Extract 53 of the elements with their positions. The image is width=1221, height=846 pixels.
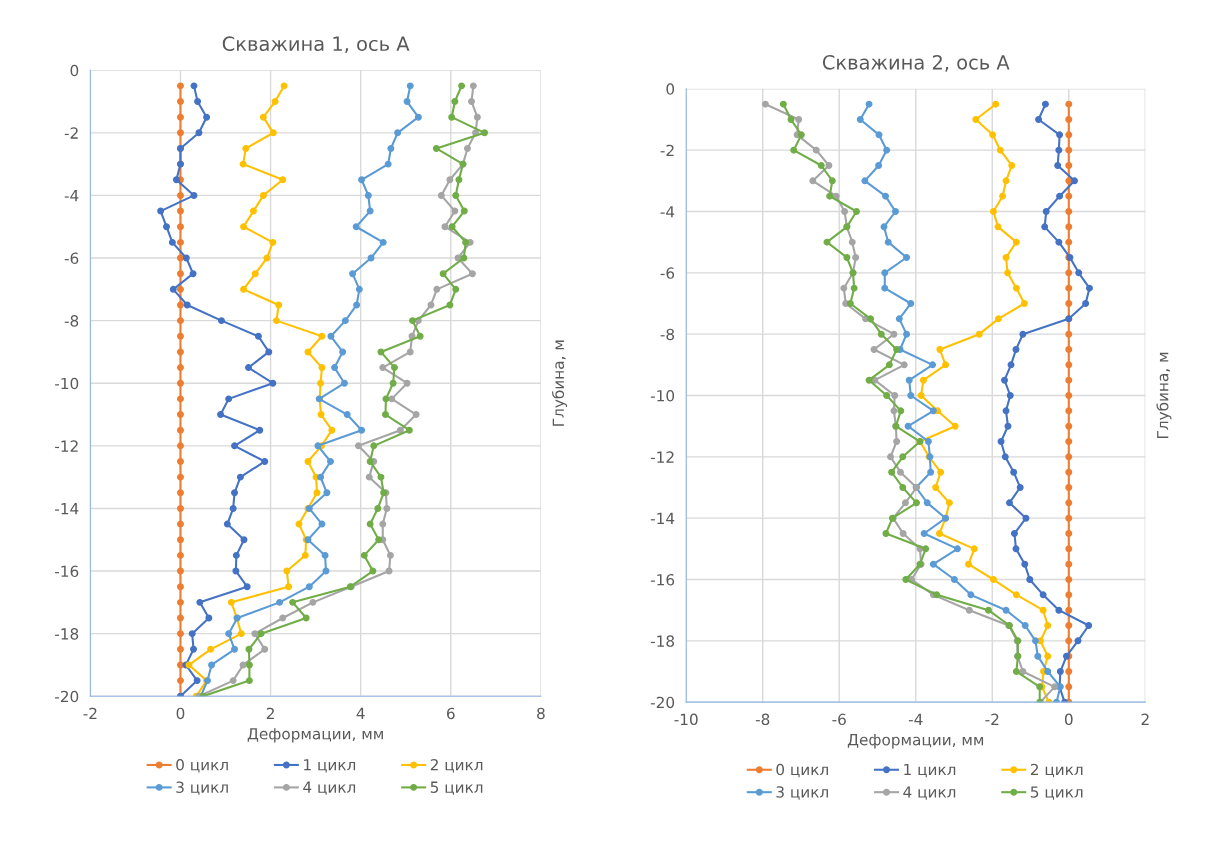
x-tick-label: 2 <box>266 707 274 719</box>
chart-title: Скважина 2, ось А <box>822 54 1010 72</box>
x-tick-label: 0 <box>176 707 185 720</box>
x-tick-label: 2 <box>1141 713 1149 725</box>
x-tick-label: -10 <box>674 713 698 726</box>
x-tick-label: -8 <box>755 713 770 726</box>
y-tick-label: -14 <box>55 503 79 515</box>
legend-label: 4 цикл <box>303 781 356 795</box>
legend-label: 1 цикл <box>904 763 956 778</box>
legend-label: 5 цикл <box>430 781 483 795</box>
x-axis-title: Деформации, мм <box>247 728 383 743</box>
legend-label: 4 цикл <box>903 786 956 800</box>
y-tick-label: 0 <box>666 83 675 95</box>
x-tick-label: 8 <box>537 707 545 720</box>
y-tick-label: -12 <box>55 440 78 452</box>
y-tick-label: -6 <box>660 267 675 279</box>
y-tick-label: -6 <box>64 252 79 265</box>
legend-label: 5 цикл <box>1030 786 1083 800</box>
chart-title: Скважина 1, ось А <box>222 36 410 54</box>
y-axis-title: Глубина, м <box>552 340 568 426</box>
y-tick-label: 0 <box>70 64 79 77</box>
y-tick-label: -14 <box>650 512 675 524</box>
y-tick-label: -16 <box>650 573 675 586</box>
y-tick-label: -8 <box>64 315 79 327</box>
y-tick-label: -20 <box>650 696 675 709</box>
x-tick-label: -4 <box>908 713 923 725</box>
x-tick-label: -6 <box>832 713 846 726</box>
x-tick-label: 6 <box>447 707 455 720</box>
y-tick-label: -10 <box>55 377 79 390</box>
x-tick-label: 0 <box>1064 713 1073 726</box>
legend-label: 3 цикл <box>776 786 828 800</box>
legend-label: 2 цикл <box>1030 763 1083 778</box>
y-tick-label: -20 <box>55 690 79 703</box>
x-tick-label: -2 <box>985 713 999 725</box>
y-tick-label: -2 <box>64 127 78 139</box>
x-tick-label: -2 <box>83 707 97 719</box>
y-tick-label: -12 <box>650 451 674 463</box>
legend-label: 1 цикл <box>304 759 356 773</box>
y-tick-label: -18 <box>55 628 79 640</box>
legend-label: 0 цикл <box>776 763 828 778</box>
y-tick-label: -16 <box>55 565 79 578</box>
x-axis-title: Деформации, мм <box>847 734 984 749</box>
y-tick-label: -4 <box>64 190 79 202</box>
y-tick-label: -18 <box>650 635 675 647</box>
y-tick-label: -2 <box>660 144 674 156</box>
x-tick-label: 4 <box>356 707 365 719</box>
y-tick-label: -8 <box>660 328 675 341</box>
y-tick-label: -10 <box>650 389 675 402</box>
legend-label: 2 цикл <box>430 758 483 773</box>
y-tick-label: -4 <box>660 206 675 218</box>
y-axis-title: Глубина, м <box>1156 352 1172 439</box>
legend-label: 0 цикл <box>176 758 228 773</box>
legend-label: 3 цикл <box>176 781 228 795</box>
